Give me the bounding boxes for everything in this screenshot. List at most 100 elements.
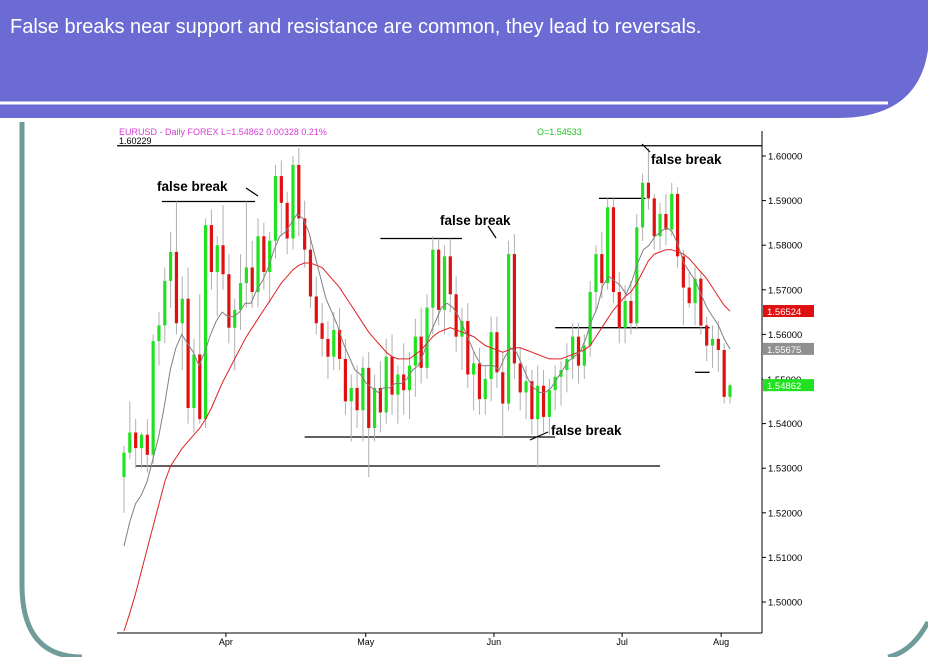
candle-body	[268, 240, 272, 272]
candle-body	[530, 381, 534, 420]
candle-body	[367, 367, 371, 429]
price-tick-label: 1.51000	[768, 553, 802, 564]
candle-body	[215, 245, 219, 272]
candle-body	[314, 296, 318, 324]
candle-body	[541, 385, 546, 417]
annotation-false-break: false break	[440, 213, 511, 228]
candle-body	[437, 249, 441, 310]
candle-body	[466, 321, 470, 375]
candle-body	[337, 329, 342, 359]
candle-body	[332, 329, 336, 357]
candle-body	[699, 278, 703, 326]
candle-body	[477, 363, 482, 400]
candle-body	[361, 367, 365, 411]
price-tag-box	[763, 342, 814, 355]
candle-body	[693, 278, 697, 304]
annotation-arrow	[487, 225, 497, 239]
chart-open-label: O=1.54533	[537, 127, 582, 137]
price-tick-label: 1.50000	[768, 598, 802, 609]
candle-body	[285, 202, 289, 239]
candle-body	[483, 379, 487, 400]
support-resistance-lines	[117, 145, 762, 467]
candle-body	[582, 345, 586, 366]
candle-body	[640, 182, 645, 228]
candle-body	[547, 390, 551, 417]
candle-body	[646, 182, 651, 199]
annotation-arrow	[641, 143, 651, 153]
candle-body	[244, 267, 248, 284]
candle-body	[203, 225, 208, 420]
candle-body	[384, 356, 388, 413]
slide-frame-corner	[887, 620, 928, 657]
candle-body	[355, 387, 359, 411]
candle-body	[553, 376, 557, 391]
candle-body	[658, 213, 662, 237]
candle-body	[349, 387, 353, 402]
candle-body	[169, 251, 173, 281]
date-tick-label: Jun	[487, 637, 502, 647]
candle-body	[501, 372, 505, 404]
annotation-false-break: false break	[651, 152, 722, 167]
candle-body	[442, 256, 447, 310]
candle-body	[372, 387, 377, 429]
candle-body	[681, 256, 685, 288]
candle-body	[617, 292, 621, 328]
candle-body	[460, 321, 464, 337]
annotation-arrow	[245, 187, 259, 197]
candle-body	[687, 287, 691, 304]
candle-body	[407, 365, 412, 391]
candle-body	[402, 374, 406, 391]
candle-body	[448, 256, 452, 295]
annotation-false-break: false break	[551, 423, 622, 438]
candle-body	[489, 332, 493, 379]
price-tag-label: 1.56524	[767, 307, 801, 318]
candle-body	[320, 323, 324, 339]
price-tag-label: 1.55675	[767, 345, 801, 356]
price-tick-label: 1.58000	[768, 241, 802, 252]
candle-body	[134, 432, 138, 449]
candle-body	[506, 254, 511, 404]
price-tag-box	[763, 379, 814, 392]
candle-body	[565, 358, 569, 371]
header-bar	[0, 0, 928, 118]
candle-body	[716, 338, 720, 351]
moving-averages	[123, 213, 731, 632]
price-tick-label: 1.60000	[768, 152, 802, 163]
candle-body	[588, 292, 592, 346]
candle-body	[186, 298, 190, 408]
price-tag-box	[763, 305, 814, 318]
price-tick-label: 1.52000	[768, 508, 802, 519]
price-tick-label: 1.53000	[768, 464, 802, 475]
price-axis: 1.600001.590001.580001.570001.560001.550…	[762, 152, 814, 609]
candle-body	[413, 336, 417, 366]
candle-body	[664, 213, 668, 230]
candle-body	[198, 354, 202, 420]
candle-body	[326, 338, 330, 357]
date-tick-label: Apr	[219, 637, 233, 647]
chart-labels: EURUSD - Daily FOREX L=1.54862 0.00328 0…	[119, 127, 722, 441]
candle-body	[180, 298, 184, 324]
candle-body	[256, 236, 260, 293]
candle-body	[297, 164, 301, 219]
chart-symbol-header: EURUSD - Daily FOREX L=1.54862 0.00328 0…	[119, 127, 327, 137]
ma-fast-line	[123, 213, 731, 547]
candle-body	[390, 356, 394, 395]
annotation-arrow	[529, 431, 549, 441]
candle-body	[611, 207, 616, 293]
candle-body	[145, 434, 149, 455]
candle-body	[273, 176, 278, 241]
candle-body	[139, 434, 144, 449]
candle-body	[238, 283, 243, 310]
price-tag-label: 1.54862	[767, 381, 801, 392]
price-tick-label: 1.59000	[768, 196, 802, 207]
candle-body	[233, 309, 237, 328]
candle-body	[576, 336, 581, 366]
candle-body	[343, 358, 348, 402]
candle-body	[722, 350, 726, 397]
candle-body	[291, 164, 295, 239]
candle-body	[594, 254, 598, 293]
candle-body	[192, 354, 196, 408]
candle-body	[396, 374, 400, 395]
annotation-false-break: false break	[157, 179, 228, 194]
candle-body	[705, 325, 709, 346]
